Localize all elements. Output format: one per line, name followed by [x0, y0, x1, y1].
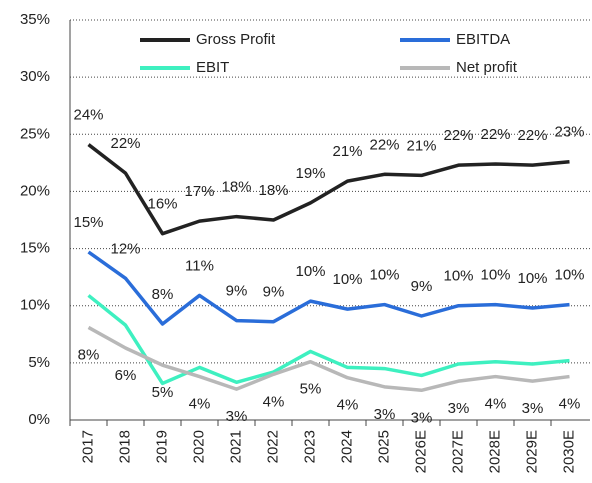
x-tick-label: 2023 — [301, 430, 318, 463]
data-label: 5% — [152, 384, 174, 401]
legend-label: Net profit — [456, 59, 518, 76]
y-tick-label: 10% — [20, 297, 50, 314]
x-tick-label: 2024 — [338, 430, 355, 463]
series-line — [87, 294, 570, 386]
data-label: 18% — [258, 182, 288, 199]
data-label: 4% — [485, 396, 507, 413]
data-label: 17% — [184, 183, 214, 200]
y-tick-label: 0% — [28, 411, 50, 428]
data-label: 10% — [332, 271, 362, 288]
y-tick-label: 5% — [28, 354, 50, 371]
series-line — [87, 325, 570, 393]
x-tick-label: 2026E — [412, 430, 429, 473]
data-label: 10% — [369, 267, 399, 284]
data-label: 3% — [448, 400, 470, 417]
y-tick-label: 20% — [20, 182, 50, 199]
data-label: 10% — [517, 270, 547, 287]
data-label: 4% — [189, 396, 211, 413]
x-tick-label: 2029E — [523, 430, 540, 473]
data-label: 4% — [263, 393, 285, 410]
y-tick-label: 30% — [20, 68, 50, 85]
data-label: 9% — [226, 283, 248, 300]
y-tick-label: 15% — [20, 240, 50, 257]
data-label: 24% — [73, 107, 103, 124]
x-tick-label: 2017 — [79, 430, 96, 463]
data-label: 15% — [73, 214, 103, 231]
data-label: 22% — [443, 127, 473, 144]
data-label: 18% — [221, 179, 251, 196]
data-label: 23% — [554, 124, 584, 141]
data-label: 3% — [522, 400, 544, 417]
data-label: 22% — [517, 127, 547, 144]
legend-label: Gross Profit — [196, 31, 276, 48]
x-tick-label: 2020 — [190, 430, 207, 463]
data-label: 22% — [480, 126, 510, 143]
data-label: 12% — [110, 240, 140, 257]
data-label: 9% — [411, 278, 433, 295]
x-tick-label: 2022 — [264, 430, 281, 463]
data-label: 3% — [374, 406, 396, 423]
data-label: 10% — [295, 263, 325, 280]
series-line — [87, 250, 570, 326]
data-label: 3% — [226, 408, 248, 425]
data-label: 22% — [110, 135, 140, 152]
data-label: 5% — [300, 381, 322, 398]
data-label: 10% — [443, 268, 473, 285]
x-tick-label: 2027E — [449, 430, 466, 473]
x-tick-label: 2025 — [375, 430, 392, 463]
x-tick-label: 2030E — [560, 430, 577, 473]
data-label: 10% — [480, 267, 510, 284]
x-tick-label: 2018 — [116, 430, 133, 463]
data-label: 8% — [152, 286, 174, 303]
data-label: 10% — [554, 267, 584, 284]
data-label: 8% — [78, 346, 100, 363]
legend-label: EBITDA — [456, 31, 510, 48]
legend-label: EBIT — [196, 59, 229, 76]
data-label: 16% — [147, 196, 177, 213]
data-label: 9% — [263, 284, 285, 301]
data-label: 11% — [185, 257, 214, 274]
data-label: 4% — [559, 396, 581, 413]
data-label: 19% — [295, 165, 325, 182]
y-tick-label: 25% — [20, 125, 50, 142]
x-tick-label: 2019 — [153, 430, 170, 463]
y-tick-label: 35% — [20, 11, 50, 28]
data-label: 4% — [337, 397, 359, 414]
data-label: 3% — [411, 409, 433, 426]
data-label: 22% — [369, 136, 399, 153]
series-line — [87, 143, 570, 236]
data-label: 21% — [332, 143, 362, 160]
x-tick-label: 2028E — [486, 430, 503, 473]
data-label: 6% — [115, 367, 137, 384]
data-label: 21% — [406, 137, 436, 154]
x-tick-label: 2021 — [227, 430, 244, 463]
